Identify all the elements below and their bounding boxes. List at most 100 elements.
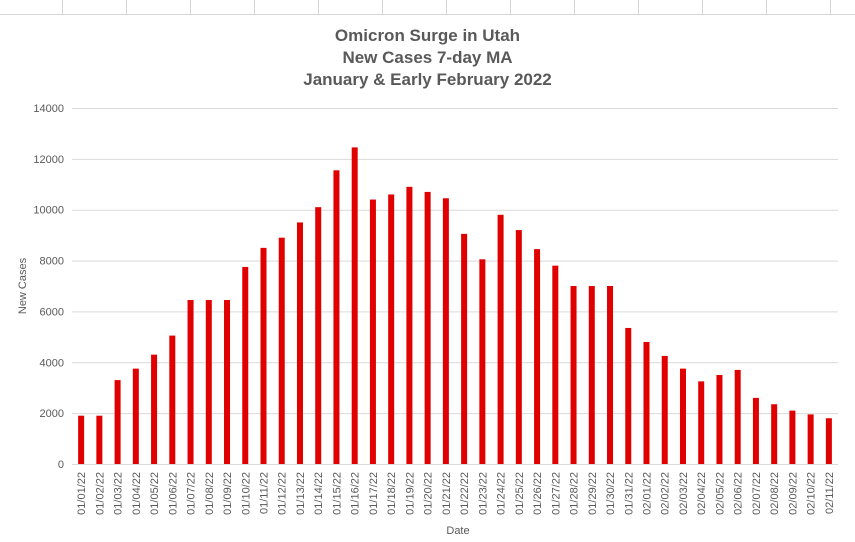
x-tick-label: 01/17/22 xyxy=(368,472,380,515)
x-tick-label: 01/12/22 xyxy=(277,472,289,515)
y-axis-title: New Cases xyxy=(17,257,29,314)
bar xyxy=(534,249,541,464)
bar xyxy=(807,414,814,464)
x-axis-title: Date xyxy=(446,525,469,537)
bar xyxy=(205,299,212,464)
bar xyxy=(96,415,103,464)
bar xyxy=(771,404,778,464)
x-tick-label: 02/01/22 xyxy=(642,472,654,515)
y-axis-ticks: 0 2000 4000 6000 8000 10000 12000 14000 xyxy=(33,103,64,471)
x-tick-label: 02/02/22 xyxy=(660,472,672,515)
x-tick-label: 01/01/22 xyxy=(76,472,88,515)
x-tick-label: 01/06/22 xyxy=(167,472,179,515)
bar xyxy=(132,368,139,464)
x-tick-label: 01/16/22 xyxy=(350,472,362,515)
bar xyxy=(698,381,705,464)
y-tick-label: 2000 xyxy=(40,408,64,420)
x-tick-label: 01/20/22 xyxy=(423,472,435,515)
x-tick-label: 02/06/22 xyxy=(733,472,745,515)
bar xyxy=(734,369,741,464)
bar xyxy=(661,355,668,464)
x-tick-label: 01/26/22 xyxy=(532,472,544,515)
x-tick-label: 02/07/22 xyxy=(751,472,763,515)
y-tick-label: 0 xyxy=(58,459,64,471)
bar xyxy=(260,247,267,464)
x-tick-label: 02/04/22 xyxy=(696,472,708,515)
x-tick-label: 01/23/22 xyxy=(477,472,489,515)
x-tick-label: 01/02/22 xyxy=(94,472,106,515)
x-tick-label: 01/10/22 xyxy=(240,472,252,515)
x-tick-label: 01/24/22 xyxy=(496,472,508,515)
x-tick-label: 01/08/22 xyxy=(204,472,216,515)
x-tick-label: 02/03/22 xyxy=(678,472,690,515)
x-tick-label: 01/31/22 xyxy=(623,472,635,515)
x-tick-label: 01/13/22 xyxy=(295,472,307,515)
x-tick-label: 01/14/22 xyxy=(313,472,325,515)
bar xyxy=(607,286,614,464)
bar xyxy=(351,147,358,464)
chart-title: Omicron Surge in Utah New Cases 7-day MA… xyxy=(0,25,855,91)
x-tick-label: 02/05/22 xyxy=(714,472,726,515)
x-tick-label: 01/09/22 xyxy=(222,472,234,515)
x-tick-label: 01/25/22 xyxy=(514,472,526,515)
bar xyxy=(78,415,85,464)
bar xyxy=(442,198,449,464)
y-tick-label: 12000 xyxy=(33,154,64,166)
bar xyxy=(278,237,285,464)
spreadsheet-gridlines xyxy=(0,0,855,15)
bar xyxy=(497,214,504,464)
x-tick-label: 01/15/22 xyxy=(331,472,343,515)
x-axis-ticks: 01/01/22 01/02/22 01/03/22 01/04/22 01/05/22… xyxy=(76,472,836,515)
bar xyxy=(187,299,194,464)
bar xyxy=(461,233,468,464)
bar xyxy=(588,286,595,464)
bar xyxy=(825,418,832,464)
x-tick-label: 01/03/22 xyxy=(113,472,125,515)
x-tick-label: 02/11/22 xyxy=(824,472,836,514)
gridlines xyxy=(72,108,838,415)
x-tick-label: 02/08/22 xyxy=(769,472,781,515)
x-tick-label: 01/07/22 xyxy=(186,472,198,515)
x-tick-label: 01/27/22 xyxy=(550,472,562,515)
bar xyxy=(679,368,686,464)
x-tick-label: 01/04/22 xyxy=(131,472,143,515)
bar xyxy=(151,354,158,464)
bar xyxy=(224,299,231,464)
y-tick-label: 6000 xyxy=(40,306,64,318)
x-tick-label: 01/22/22 xyxy=(459,472,471,515)
chart-title-line-3: January & Early February 2022 xyxy=(303,70,552,89)
chart-title-line-1: Omicron Surge in Utah xyxy=(334,26,521,45)
y-tick-label: 10000 xyxy=(33,205,64,217)
bar xyxy=(424,191,431,464)
bar xyxy=(296,222,303,464)
x-tick-label: 01/05/22 xyxy=(149,472,161,515)
bar xyxy=(242,266,249,464)
bar xyxy=(552,265,559,464)
bar xyxy=(406,186,413,464)
bar xyxy=(716,375,723,464)
x-tick-label: 01/30/22 xyxy=(605,472,617,515)
x-tick-label: 01/29/22 xyxy=(587,472,599,515)
bar xyxy=(789,410,796,464)
y-tick-label: 8000 xyxy=(40,256,64,268)
bar xyxy=(315,207,322,465)
bar xyxy=(625,327,632,464)
x-tick-label: 01/21/22 xyxy=(441,472,453,515)
bar xyxy=(169,335,176,464)
bar xyxy=(570,286,577,464)
bar xyxy=(479,259,486,464)
bar xyxy=(333,170,340,465)
y-tick-label: 14000 xyxy=(33,103,64,115)
x-tick-label: 01/18/22 xyxy=(386,472,398,515)
bar xyxy=(643,341,650,464)
x-tick-label: 01/11/22 xyxy=(259,472,271,514)
bar xyxy=(388,194,395,464)
bars xyxy=(78,147,832,465)
x-tick-label: 01/19/22 xyxy=(404,472,416,515)
bar xyxy=(752,397,759,464)
chart-title-line-2: New Cases 7-day MA xyxy=(342,48,513,67)
x-tick-label: 02/10/22 xyxy=(806,472,818,515)
bar xyxy=(369,199,376,465)
y-tick-label: 4000 xyxy=(40,357,64,369)
